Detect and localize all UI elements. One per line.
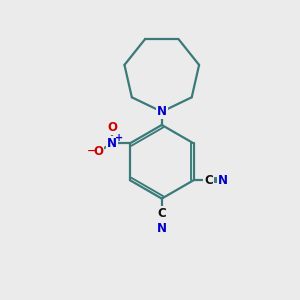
Text: −: − <box>87 146 96 156</box>
Text: C: C <box>204 174 213 187</box>
Text: N: N <box>157 221 167 235</box>
Text: N: N <box>107 137 117 150</box>
Text: O: O <box>93 145 103 158</box>
Text: +: + <box>115 133 123 143</box>
Text: C: C <box>158 207 166 220</box>
Text: O: O <box>107 121 117 134</box>
Text: N: N <box>218 174 228 187</box>
Text: N: N <box>157 105 167 118</box>
